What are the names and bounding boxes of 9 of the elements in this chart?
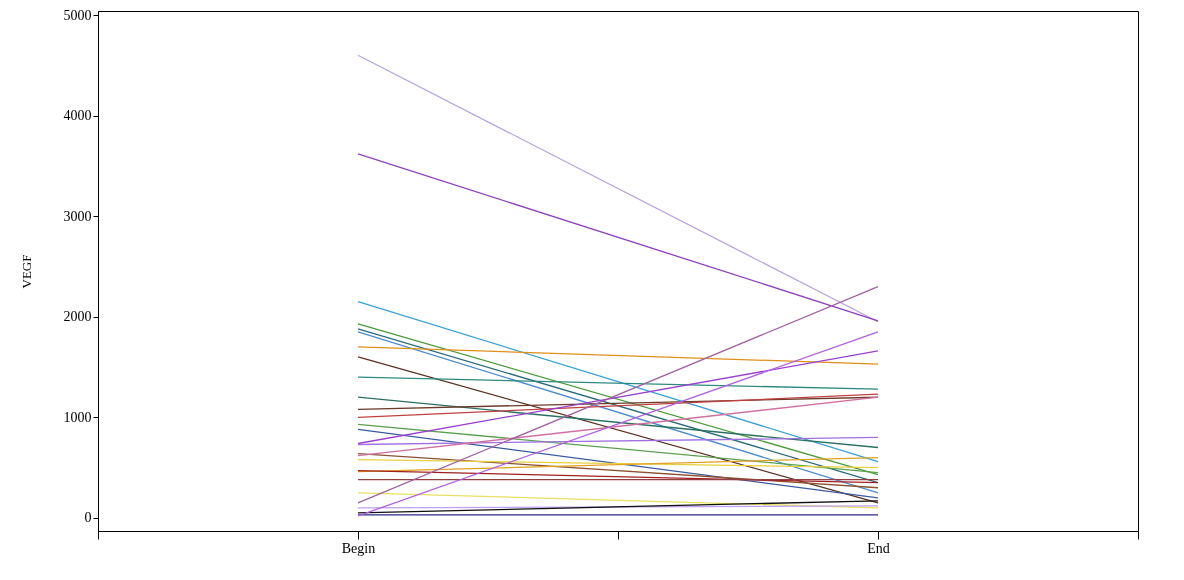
- y-tick-label: 1000: [63, 409, 92, 425]
- x-tick-label: Begin: [341, 540, 376, 556]
- y-tick-label: 2000: [63, 309, 92, 325]
- x-tick-label: End: [867, 540, 890, 556]
- y-tick-label: 0: [84, 510, 92, 526]
- y-tick-label: 5000: [63, 7, 92, 23]
- y-tick-label: 4000: [63, 108, 92, 124]
- y-axis-title: VEGF: [18, 254, 34, 289]
- y-tick-label: 3000: [63, 208, 92, 224]
